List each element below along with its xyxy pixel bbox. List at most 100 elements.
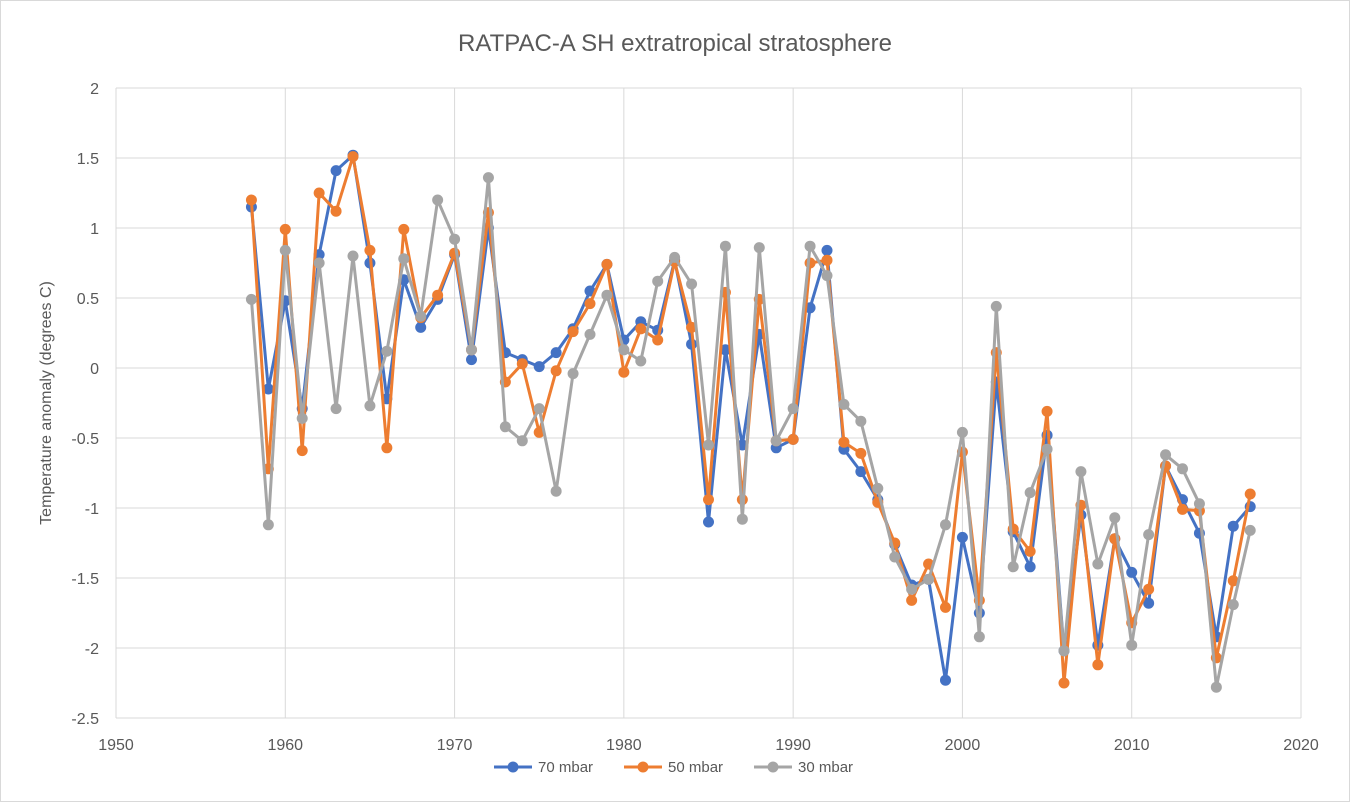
x-tick-label: 1960: [267, 737, 303, 754]
data-point: [533, 403, 545, 415]
data-point: [973, 631, 985, 643]
data-point: [584, 298, 596, 310]
y-tick-label: -2.5: [71, 711, 99, 728]
data-point: [956, 531, 968, 543]
data-point: [635, 323, 647, 335]
data-point: [1024, 487, 1036, 499]
series-line: [249, 176, 1252, 689]
data-point: [703, 439, 714, 451]
series-50-mbar: [245, 151, 1256, 689]
legend-label: 30 mbar: [798, 759, 853, 776]
data-point: [635, 355, 647, 367]
x-tick-label: 2020: [1283, 737, 1319, 754]
data-point: [381, 442, 393, 454]
data-point: [533, 361, 545, 373]
data-point: [262, 383, 274, 395]
x-tick-label: 1970: [437, 737, 473, 754]
data-point: [550, 365, 562, 377]
data-point: [550, 347, 562, 359]
data-point: [364, 400, 376, 412]
data-point: [279, 244, 291, 256]
legend-label: 50 mbar: [668, 759, 723, 776]
data-point: [923, 573, 935, 585]
data-point: [838, 398, 850, 410]
x-tick-label: 1950: [98, 737, 134, 754]
data-point: [1041, 443, 1053, 455]
data-point: [330, 165, 342, 177]
legend-item: 50 mbar: [624, 759, 723, 776]
data-point: [584, 328, 596, 340]
data-point: [296, 445, 308, 457]
data-point: [1244, 488, 1256, 500]
data-point: [262, 519, 274, 531]
legend-marker: [637, 761, 649, 773]
data-point: [1177, 503, 1188, 515]
data-point: [601, 258, 613, 270]
data-point: [516, 435, 528, 447]
data-point: [398, 223, 410, 235]
data-point: [618, 344, 630, 356]
data-point: [652, 334, 664, 346]
data-point: [1193, 498, 1205, 510]
data-point: [482, 172, 494, 184]
data-point: [872, 482, 884, 494]
data-point: [821, 254, 833, 266]
data-point: [1160, 449, 1172, 461]
x-tick-label: 2000: [945, 737, 981, 754]
data-point: [279, 223, 291, 235]
data-point: [855, 466, 867, 478]
data-point: [1024, 545, 1036, 557]
data-point: [1092, 558, 1104, 570]
data-point: [1075, 466, 1087, 478]
y-tick-label: 1.5: [77, 151, 99, 168]
data-point: [753, 242, 765, 254]
data-point: [855, 447, 867, 459]
data-point: [1109, 512, 1121, 524]
data-point: [838, 436, 850, 448]
data-point: [550, 485, 562, 497]
x-tick-label: 2010: [1114, 737, 1150, 754]
data-point: [906, 583, 918, 595]
data-point: [567, 326, 579, 338]
data-point: [499, 421, 511, 433]
data-point: [415, 321, 427, 333]
data-point: [1227, 520, 1239, 532]
y-tick-label: -0.5: [71, 431, 99, 448]
y-axis-ticks: 2 1.5 1 0.5 0 -0.5 -1 -1.5 -2 -2.5: [71, 81, 99, 728]
data-point: [906, 594, 918, 606]
data-point: [364, 244, 376, 256]
x-axis-ticks: 1950 1960 1970 1980 1990 2000 2010 2020: [98, 737, 1319, 754]
y-tick-label: 0: [90, 361, 99, 378]
data-point: [1126, 566, 1138, 578]
data-point: [804, 240, 816, 252]
data-point: [601, 289, 613, 301]
data-point: [1126, 639, 1138, 651]
x-tick-label: 1990: [775, 737, 811, 754]
data-point: [245, 194, 257, 206]
data-point: [1177, 463, 1188, 475]
data-point: [415, 310, 427, 322]
data-point: [381, 345, 393, 357]
data-point: [1041, 405, 1053, 417]
data-point: [719, 240, 731, 252]
data-point: [1058, 677, 1070, 689]
data-point: [398, 253, 410, 265]
data-point: [1092, 659, 1104, 671]
data-point: [432, 194, 444, 206]
data-point: [990, 300, 1002, 312]
data-point: [533, 426, 545, 438]
data-point: [330, 403, 342, 415]
legend-marker: [507, 761, 519, 773]
data-point: [1210, 681, 1222, 693]
data-point: [787, 403, 799, 415]
data-point: [347, 250, 359, 262]
data-point: [940, 674, 951, 686]
data-point: [719, 344, 731, 356]
data-point: [1024, 561, 1036, 573]
x-tick-label: 1980: [606, 737, 642, 754]
y-tick-label: -2: [85, 641, 99, 658]
data-point: [1244, 524, 1256, 536]
y-tick-label: -1.5: [71, 571, 99, 588]
